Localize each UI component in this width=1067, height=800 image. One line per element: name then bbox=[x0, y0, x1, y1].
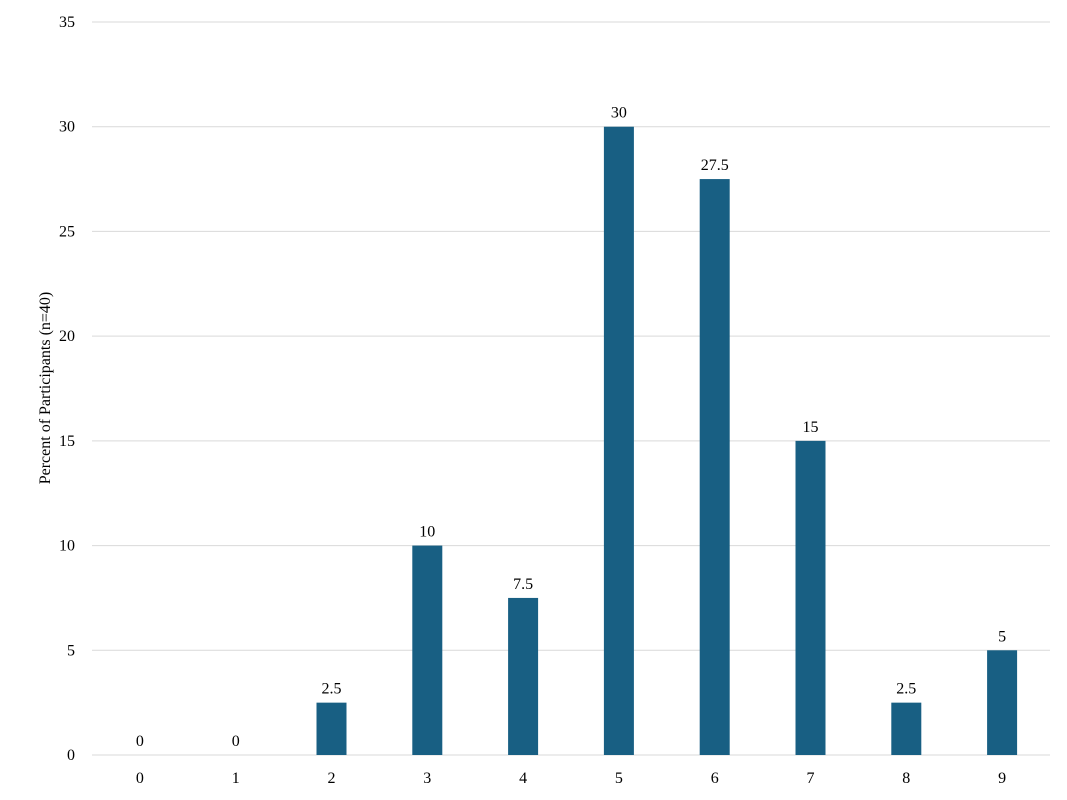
bar-7 bbox=[795, 440, 826, 755]
y-tick-label: 5 bbox=[67, 642, 75, 659]
x-tick-label: 4 bbox=[519, 770, 527, 787]
data-label: 27.5 bbox=[701, 157, 729, 174]
x-axis-ticks: 0 1 2 3 4 5 6 7 8 9 bbox=[136, 770, 1006, 787]
x-tick-label: 6 bbox=[711, 770, 719, 787]
y-tick-label: 0 bbox=[67, 747, 75, 764]
x-tick-label: 8 bbox=[902, 770, 910, 787]
bar-4 bbox=[508, 597, 539, 755]
y-tick-label: 15 bbox=[59, 433, 75, 450]
x-tick-label: 7 bbox=[807, 770, 815, 787]
bars bbox=[316, 126, 1018, 756]
bar-6 bbox=[699, 179, 730, 756]
data-labels: 0 0 2.5 10 7.5 30 27.5 15 2.5 5 bbox=[136, 105, 1006, 750]
data-label: 0 bbox=[136, 733, 144, 750]
bar-5 bbox=[603, 126, 634, 755]
bar-9 bbox=[987, 650, 1018, 755]
gridlines bbox=[92, 21, 1050, 756]
bar-2 bbox=[316, 702, 347, 755]
y-tick-label: 20 bbox=[59, 328, 75, 345]
y-axis-title: Percent of Participants (n=40) bbox=[37, 292, 54, 485]
data-label: 0 bbox=[232, 733, 240, 750]
data-label: 15 bbox=[803, 419, 819, 436]
data-label: 10 bbox=[419, 524, 435, 541]
x-tick-label: 1 bbox=[232, 770, 240, 787]
bar-3 bbox=[412, 545, 443, 755]
y-tick-label: 30 bbox=[59, 119, 75, 136]
x-tick-label: 9 bbox=[998, 770, 1006, 787]
x-tick-label: 5 bbox=[615, 770, 623, 787]
y-tick-label: 35 bbox=[59, 14, 75, 31]
x-tick-label: 3 bbox=[423, 770, 431, 787]
data-label: 5 bbox=[998, 628, 1006, 645]
x-tick-label: 0 bbox=[136, 770, 144, 787]
bar-8 bbox=[891, 702, 922, 755]
data-label: 30 bbox=[611, 105, 627, 122]
data-label: 2.5 bbox=[896, 681, 916, 698]
data-label: 2.5 bbox=[322, 681, 342, 698]
y-axis-ticks: 0 5 10 15 20 25 30 35 bbox=[59, 14, 75, 764]
y-tick-label: 25 bbox=[59, 223, 75, 240]
x-tick-label: 2 bbox=[328, 770, 336, 787]
data-label: 7.5 bbox=[513, 576, 533, 593]
y-tick-label: 10 bbox=[59, 538, 75, 555]
